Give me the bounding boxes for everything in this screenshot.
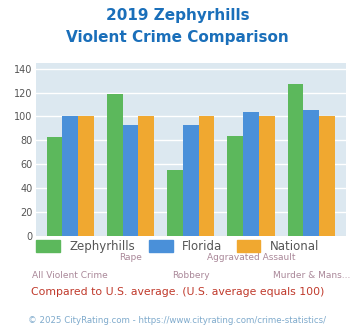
Bar bbox=[228, 136, 243, 236]
Bar bbox=[319, 116, 335, 236]
Bar bbox=[138, 116, 154, 236]
Bar bbox=[288, 84, 304, 236]
Legend: Zephyrhills, Florida, National: Zephyrhills, Florida, National bbox=[36, 240, 319, 253]
Text: Robbery: Robbery bbox=[172, 271, 209, 280]
Bar bbox=[47, 137, 62, 236]
Bar bbox=[78, 116, 94, 236]
Bar bbox=[122, 125, 138, 236]
Bar bbox=[243, 112, 259, 236]
Bar bbox=[62, 116, 78, 236]
Bar bbox=[107, 94, 122, 236]
Text: Murder & Mans...: Murder & Mans... bbox=[273, 271, 350, 280]
Text: Violent Crime Comparison: Violent Crime Comparison bbox=[66, 30, 289, 45]
Bar bbox=[304, 111, 319, 236]
Text: 2019 Zephyrhills: 2019 Zephyrhills bbox=[106, 8, 249, 23]
Bar bbox=[183, 125, 199, 236]
Text: Compared to U.S. average. (U.S. average equals 100): Compared to U.S. average. (U.S. average … bbox=[31, 287, 324, 297]
Text: © 2025 CityRating.com - https://www.cityrating.com/crime-statistics/: © 2025 CityRating.com - https://www.city… bbox=[28, 315, 327, 325]
Bar bbox=[167, 170, 183, 236]
Text: All Violent Crime: All Violent Crime bbox=[32, 271, 108, 280]
Bar bbox=[199, 116, 214, 236]
Text: Aggravated Assault: Aggravated Assault bbox=[207, 253, 295, 262]
Text: Rape: Rape bbox=[119, 253, 142, 262]
Bar bbox=[259, 116, 275, 236]
